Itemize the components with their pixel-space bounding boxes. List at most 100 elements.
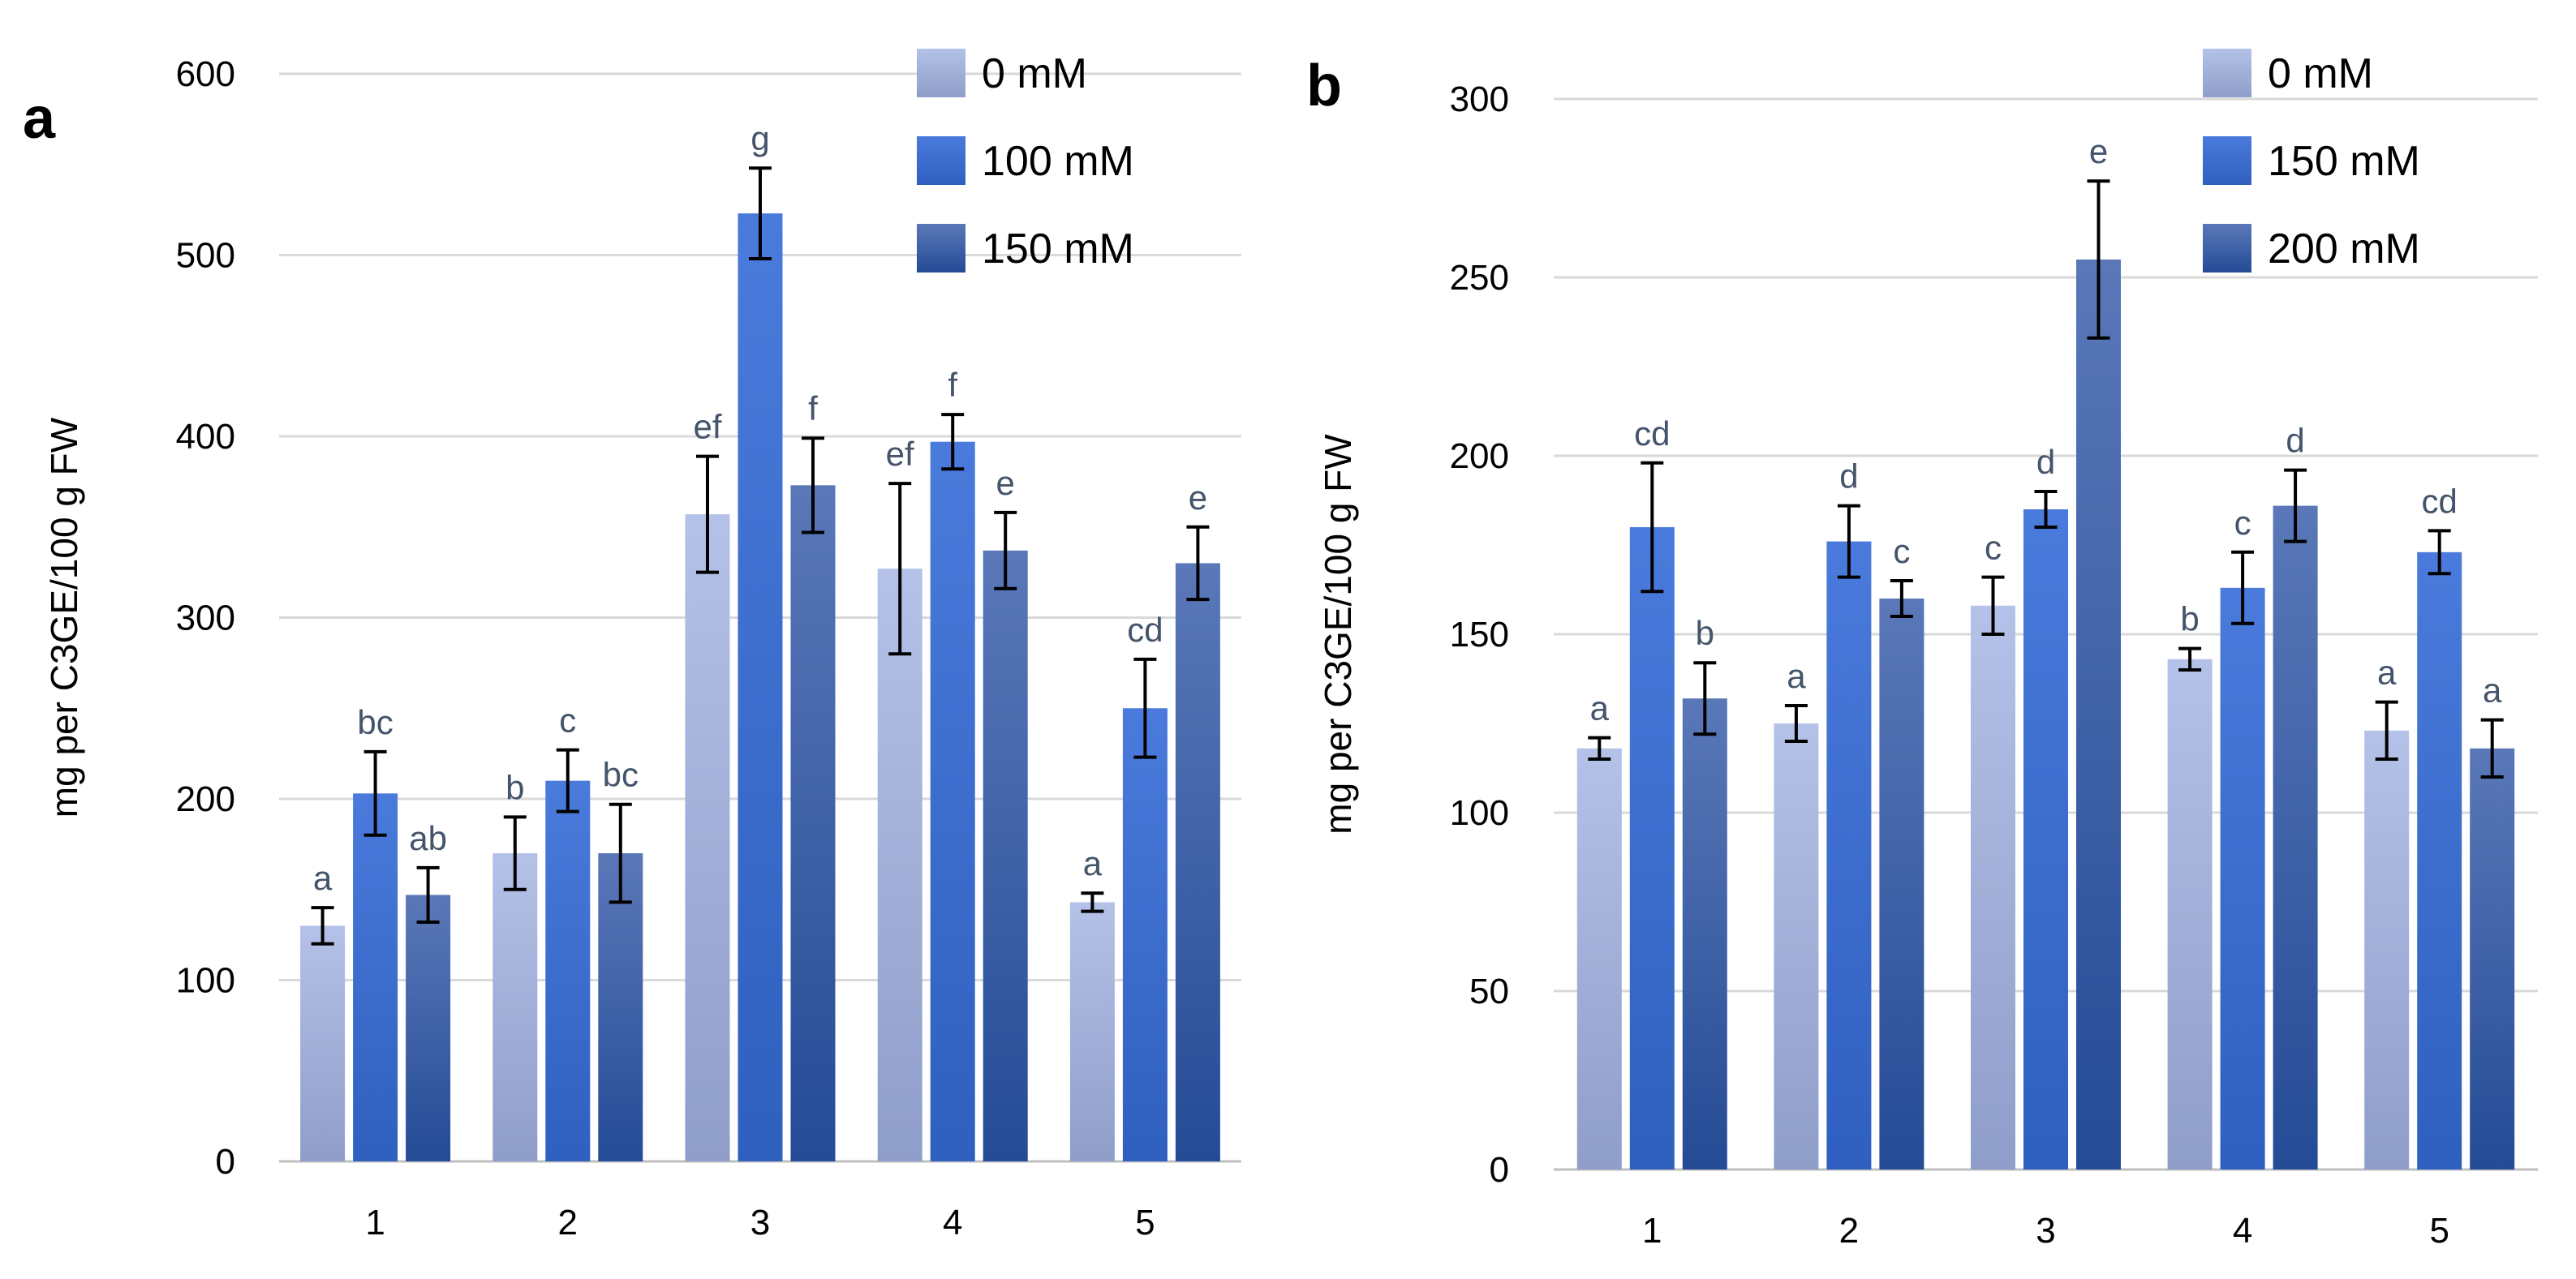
- bar: [738, 213, 783, 1162]
- y-axis-label: mg per C3GE/100 g FW: [43, 417, 85, 818]
- significance-letter: ef: [886, 435, 914, 473]
- bar: [1629, 527, 1675, 1170]
- bar: [983, 550, 1028, 1161]
- legend-label: 200 mM: [2268, 225, 2420, 273]
- significance-letter: b: [2180, 600, 2199, 638]
- panel-label: a: [23, 86, 56, 151]
- bar: [2023, 509, 2068, 1170]
- bar: [790, 485, 836, 1161]
- significance-letter: a: [2483, 672, 2502, 710]
- x-tick-label: 4: [943, 1203, 962, 1243]
- significance-letter: b: [1696, 614, 1714, 652]
- y-tick-label: 300: [176, 599, 235, 638]
- bar: [1122, 708, 1168, 1161]
- significance-letter: a: [1083, 844, 1103, 882]
- bar: [1971, 605, 2015, 1170]
- x-tick-label: 4: [2233, 1211, 2252, 1251]
- x-tick-label: 3: [750, 1203, 770, 1243]
- significance-letter: d: [1839, 457, 1858, 496]
- significance-letter: c: [1985, 529, 2002, 567]
- legend-swatch: [917, 136, 965, 185]
- significance-letter: a: [313, 859, 333, 897]
- bar: [353, 793, 398, 1161]
- x-tick-label: 3: [2036, 1211, 2055, 1251]
- legend-label: 150 mM: [982, 225, 1134, 273]
- legend-swatch: [2203, 224, 2251, 273]
- x-tick-label: 1: [365, 1203, 385, 1243]
- x-tick-label: 1: [1642, 1211, 1662, 1251]
- legend-label: 150 mM: [2268, 138, 2420, 185]
- bar: [1774, 723, 1819, 1170]
- significance-letter: c: [1893, 532, 1910, 570]
- bar: [1069, 902, 1115, 1161]
- bar: [598, 853, 643, 1161]
- significance-letter: cd: [1634, 414, 1670, 453]
- bar: [930, 441, 975, 1161]
- bar: [545, 780, 591, 1161]
- bar: [2076, 260, 2121, 1170]
- significance-letter: f: [808, 389, 818, 427]
- y-tick-label: 200: [1450, 436, 1509, 476]
- bar: [2220, 587, 2265, 1170]
- bar: [406, 895, 451, 1161]
- bar: [300, 925, 346, 1161]
- bar: [2167, 659, 2213, 1170]
- bar: [877, 569, 922, 1161]
- significance-letter: a: [1787, 657, 1806, 695]
- significance-letter: cd: [2422, 482, 2458, 520]
- significance-letter: cd: [1127, 611, 1163, 649]
- bar: [1175, 563, 1220, 1161]
- significance-letter: d: [2286, 422, 2304, 460]
- significance-letter: e: [1189, 479, 1207, 517]
- significance-letter: ef: [693, 408, 721, 446]
- bar: [685, 514, 730, 1161]
- y-tick-label: 100: [176, 961, 235, 1001]
- y-tick-label: 400: [176, 417, 235, 457]
- bar: [492, 853, 538, 1161]
- significance-letter: a: [1590, 689, 1610, 727]
- legend-label: 0 mM: [982, 50, 1087, 97]
- bar: [1826, 541, 1872, 1170]
- x-tick-label: 5: [2429, 1211, 2449, 1251]
- x-tick-label: 5: [1135, 1203, 1155, 1243]
- significance-letter: d: [2036, 443, 2055, 481]
- bar: [1576, 748, 1622, 1170]
- legend-swatch: [2203, 49, 2251, 97]
- bar: [2470, 748, 2515, 1170]
- significance-letter: ab: [409, 819, 447, 857]
- y-tick-label: 0: [216, 1142, 235, 1182]
- x-tick-label: 2: [558, 1203, 578, 1243]
- significance-letter: e: [2089, 132, 2108, 170]
- significance-letter: a: [2377, 654, 2397, 692]
- significance-letter: g: [750, 119, 769, 157]
- legend-swatch: [2203, 136, 2251, 185]
- bar: [2417, 552, 2462, 1170]
- legend-swatch: [917, 224, 965, 273]
- significance-letter: c: [559, 702, 576, 740]
- significance-letter: c: [2234, 504, 2251, 542]
- y-tick-label: 300: [1450, 79, 1509, 119]
- y-tick-label: 150: [1450, 615, 1509, 655]
- legend-label: 0 mM: [2268, 50, 2373, 97]
- y-tick-label: 200: [176, 779, 235, 819]
- y-tick-label: 250: [1450, 258, 1509, 298]
- bar: [2364, 730, 2410, 1170]
- significance-letter: f: [948, 366, 957, 404]
- significance-letter: bc: [603, 756, 639, 794]
- y-axis-label: mg per C3GE/100 g FW: [1317, 434, 1359, 835]
- legend-swatch: [917, 49, 965, 97]
- significance-letter: b: [505, 768, 524, 806]
- bar: [2273, 505, 2318, 1170]
- bar: [1879, 599, 1924, 1170]
- panel-label: b: [1306, 54, 1342, 118]
- y-tick-label: 500: [176, 236, 235, 276]
- y-tick-label: 600: [176, 54, 235, 94]
- bar: [1682, 698, 1727, 1170]
- y-tick-label: 0: [1490, 1150, 1509, 1190]
- y-tick-label: 50: [1469, 972, 1509, 1011]
- chart-panel-b: 0 50 100 150 200 250 300 mg per C3GE/100 g FW b 1…: [1306, 49, 2538, 1251]
- significance-letter: e: [996, 464, 1015, 502]
- chart-panel-a: 0 100 200 300 400 500 600 mg per C3GE/100 g FW a…: [23, 49, 1241, 1243]
- y-tick-label: 100: [1450, 793, 1509, 833]
